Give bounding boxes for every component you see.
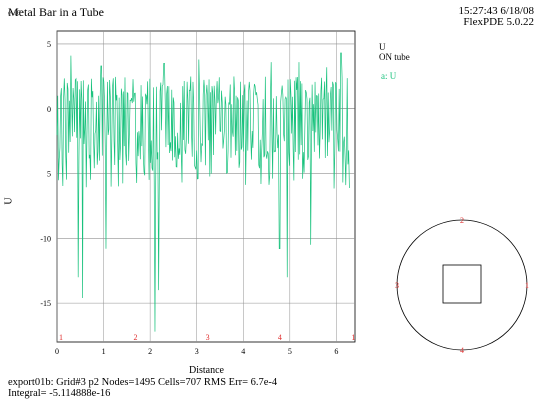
x-tick-label: 5	[288, 347, 292, 356]
y-tick-label: -10	[40, 234, 51, 243]
x-axis-label: Distance	[189, 365, 224, 376]
legend: U ON tube	[379, 42, 410, 62]
y-tick-label: -15	[40, 299, 51, 308]
x-tick-label: 0	[55, 347, 59, 356]
series-line-u	[56, 52, 350, 332]
path-marker: 4	[278, 333, 282, 342]
footer-stats: export01b: Grid#3 p2 Nodes=1495 Cells=70…	[8, 377, 278, 388]
x-tick-label: 1	[102, 347, 106, 356]
x-tick-label: 6	[334, 347, 338, 356]
x-tick-label: 3	[195, 347, 199, 356]
y-tick-label: 0	[47, 105, 51, 114]
legend-subtitle: ON tube	[379, 52, 410, 62]
footer-integral: Integral= -5.114888e-16	[8, 388, 111, 399]
tube-point-marker: 4	[460, 346, 464, 355]
y-tick-label: 5	[47, 40, 51, 49]
x-tick-label: 2	[148, 347, 152, 356]
tube-point-marker: 2	[460, 216, 464, 225]
legend-variable: U	[379, 42, 386, 52]
path-marker: 1	[351, 333, 355, 342]
x-tick-label: 4	[241, 347, 245, 356]
y-tick-label: 5	[47, 170, 51, 179]
path-marker: 2	[134, 333, 138, 342]
tube-point-marker: 3	[395, 281, 399, 290]
timestamp: 15:27:43 6/18/08	[458, 5, 534, 17]
footer: export01b: Grid#3 p2 Nodes=1495 Cells=70…	[8, 377, 277, 399]
legend-series-label: a: U	[381, 71, 397, 81]
metal-bar-outline	[442, 264, 482, 304]
tube-point-marker: 1	[525, 281, 529, 290]
path-marker: 3	[206, 333, 210, 342]
version: FlexPDE 5.0.22	[463, 16, 534, 28]
timestamp-block: 15:27:43 6/18/08 FlexPDE 5.0.22	[459, 6, 534, 28]
y-exponent: e-16	[8, 9, 21, 17]
chart-title: Metal Bar in a Tube	[8, 5, 104, 19]
tube-outline	[396, 219, 528, 351]
path-marker: 1	[59, 333, 63, 342]
